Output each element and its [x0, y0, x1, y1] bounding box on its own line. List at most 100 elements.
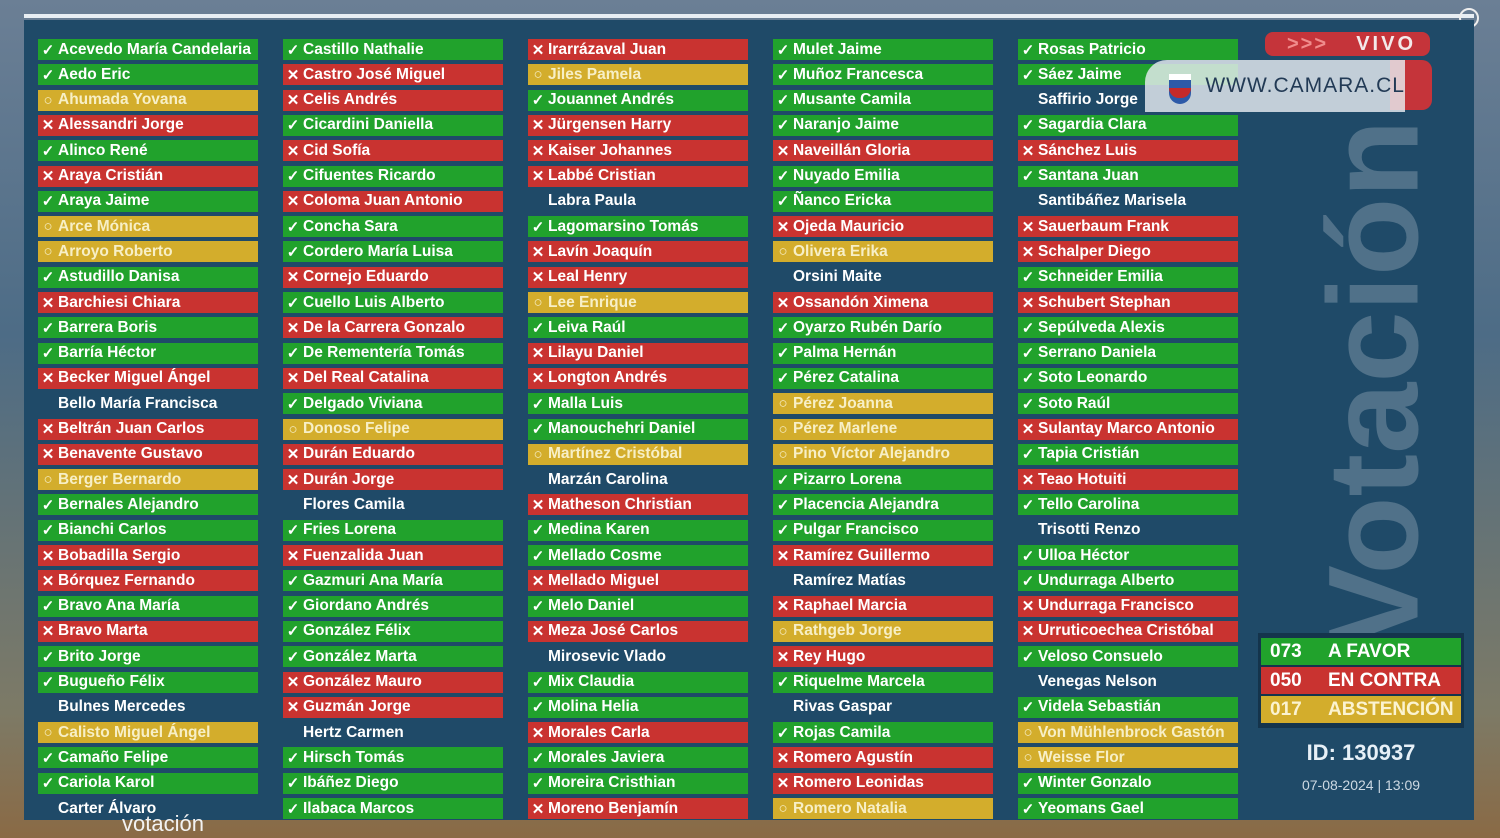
circle-icon: ○ [43, 724, 53, 742]
deputy-row: ✓ Undurraga Alberto [1018, 570, 1238, 592]
check-icon: ✓ [286, 572, 300, 590]
deputy-name: Bugueño Félix [58, 673, 165, 690]
check-icon: ✓ [531, 319, 545, 337]
deputy-row: ✓ Ulloa Héctor [1018, 545, 1238, 566]
deputy-name: Barchiesi Chiara [58, 293, 181, 311]
deputy-row: ✓ Manouchehri Daniel [528, 418, 748, 440]
check-icon: ✓ [1021, 648, 1035, 666]
deputy-name: Benavente Gustavo [58, 445, 203, 463]
deputy-row: ○ Calisto Miguel Ángel [38, 722, 258, 744]
deputy-name: Winter Gonzalo [1038, 774, 1152, 792]
check-icon: ✓ [531, 522, 545, 540]
deputy-name: Weisse Flor [1038, 748, 1125, 766]
deputy-row: ✓ Giordano Andrés [283, 595, 503, 617]
check-icon: ✓ [531, 699, 545, 717]
x-icon: ✕ [286, 471, 300, 489]
x-icon: ✕ [531, 345, 545, 363]
x-icon: ✕ [1021, 598, 1035, 616]
check-icon: ✓ [41, 66, 55, 84]
deputy-name: Meza José Carlos [548, 622, 679, 640]
deputy-row: ✓ Concha Sara [283, 216, 503, 238]
deputy-name: Malla Luis [548, 394, 623, 412]
deputy-name: Cordero María Luisa [303, 242, 453, 260]
deputy-row: ✓ Tapia Cristián [1018, 443, 1238, 465]
deputy-name: Bello María Francisca [58, 394, 218, 412]
deputy-row: ✓ Moreira Cristhian [528, 772, 748, 794]
deputy-row: ✕ Undurraga Francisco [1018, 595, 1238, 617]
circle-icon: ○ [778, 445, 788, 463]
watermark: Votación [1303, 120, 1446, 651]
deputy-name: Morales Carla [548, 723, 650, 741]
deputy-name: Labra Paula [548, 192, 636, 210]
tally-a-favor: 073 A FAVOR [1261, 638, 1461, 665]
deputy-row: ✓ Nuyado Emilia [773, 165, 993, 187]
deputy-row: ✓ Castillo Nathalie [283, 39, 503, 60]
deputy-row: Orsini Maite [773, 267, 993, 288]
deputy-name: Jouannet Andrés [548, 91, 675, 109]
deputy-name: Flores Camila [303, 495, 405, 513]
deputy-row: ✕ Naveillán Gloria [773, 140, 993, 162]
deputy-row: ✓ Musante Camila [773, 89, 993, 111]
deputy-name: Bianchi Carlos [58, 521, 167, 539]
arrows-icon: >>> [1287, 32, 1329, 55]
deputy-row: ○ Olivera Erika [773, 241, 993, 263]
deputy-row: ○ Von Mühlenbrock Gastón [1018, 722, 1238, 744]
check-icon: ✓ [531, 775, 545, 793]
deputy-row: Trisotti Renzo [1018, 520, 1238, 541]
deputy-name: Rathgeb Jorge [793, 622, 902, 640]
check-icon: ✓ [776, 471, 790, 489]
deputy-name: Rosas Patricio [1038, 40, 1146, 58]
check-icon: ✓ [41, 41, 55, 59]
deputy-name: Romero Natalia [793, 799, 907, 817]
check-icon: ✓ [1021, 775, 1035, 793]
x-icon: ✕ [1021, 243, 1035, 261]
deputy-name: Placencia Alejandra [793, 495, 939, 513]
check-icon: ✓ [286, 395, 300, 413]
deputy-name: Sáez Jaime [1038, 65, 1122, 83]
deputy-row: ○ Lee Enrique [528, 292, 748, 313]
deputy-name: Donoso Felipe [303, 420, 410, 437]
deputy-row: ✓ Cordero María Luisa [283, 241, 503, 263]
deputy-row: ✕ Castro José Miguel [283, 64, 503, 86]
deputy-name: Cicardini Daniella [303, 116, 434, 134]
deputy-name: De Rementería Tomás [303, 344, 465, 362]
circle-icon: ○ [778, 800, 788, 817]
deputy-name: Yeomans Gael [1038, 799, 1144, 817]
deputy-row: ○ Pérez Joanna [773, 393, 993, 415]
deputy-row: ✕ Bravo Marta [38, 620, 258, 642]
deputy-name: Videla Sebastián [1038, 698, 1161, 716]
x-icon: ✕ [776, 218, 790, 236]
x-icon: ✕ [41, 421, 55, 438]
x-icon: ✕ [531, 724, 545, 742]
check-icon: ✓ [1021, 168, 1035, 185]
deputy-name: Soto Raúl [1038, 394, 1111, 412]
x-icon: ✕ [286, 193, 300, 211]
deputy-row: ✓ Hirsch Tomás [283, 747, 503, 769]
deputy-name: Celis Andrés [303, 91, 398, 109]
deputy-name: Delgado Viviana [303, 394, 423, 412]
check-icon: ✓ [531, 547, 545, 565]
deputy-row: ✕ Del Real Catalina [283, 367, 503, 389]
deputy-row: ✕ Moreno Benjamín [528, 798, 748, 819]
deputy-name: Rojas Camila [793, 723, 891, 741]
deputy-name: Labbé Cristian [548, 167, 656, 184]
deputy-name: Ulloa Héctor [1038, 546, 1130, 564]
deputy-name: Lee Enrique [548, 293, 637, 311]
circle-icon: ○ [43, 243, 53, 261]
deputy-row: ✓ González Marta [283, 646, 503, 668]
live-label: VIVO [1356, 32, 1416, 55]
vote-tally: 073 A FAVOR 050 EN CONTRA 017 ABSTENCIÓN [1258, 633, 1464, 728]
check-icon: ✓ [1021, 41, 1035, 59]
check-icon: ✓ [776, 724, 790, 742]
deputy-name: Teao Hotuiti [1038, 470, 1127, 488]
deputy-row: ✓ Cariola Karol [38, 772, 258, 794]
deputy-row: ✓ Sepúlveda Alexis [1018, 317, 1238, 339]
deputy-name: Muñoz Francesca [793, 65, 924, 83]
x-icon: ✕ [531, 142, 545, 160]
circle-icon: ○ [1023, 749, 1033, 767]
deputy-row: ✕ Sulantay Marco Antonio [1018, 418, 1238, 440]
deputy-row: ✕ Coloma Juan Antonio [283, 190, 503, 212]
live-badge: >>> VIVO [1265, 32, 1430, 56]
deputy-name: Veloso Consuelo [1038, 647, 1163, 665]
check-icon: ✓ [41, 648, 55, 666]
